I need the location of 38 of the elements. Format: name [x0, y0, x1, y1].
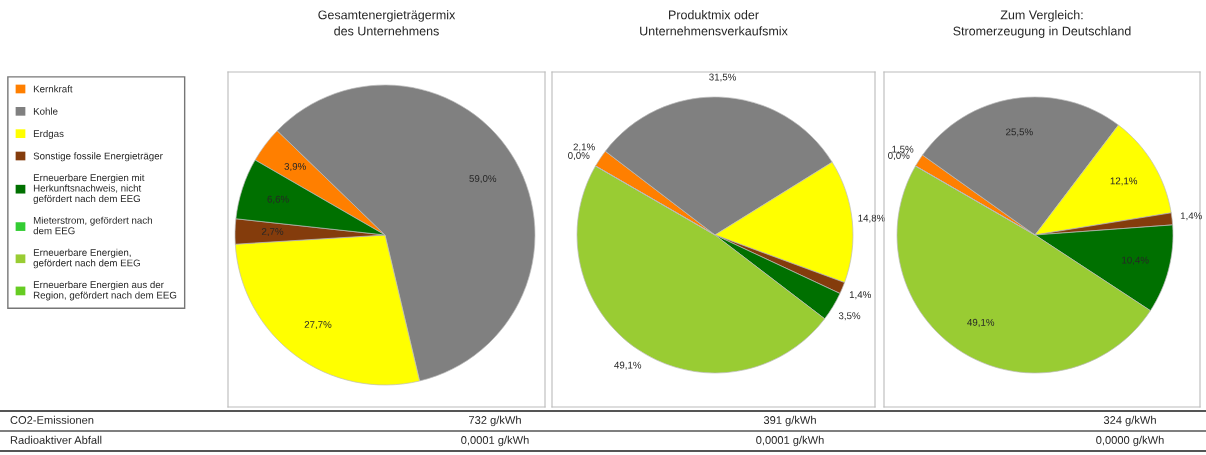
text: 324 g/kWh: [1103, 415, 1156, 427]
data-label: 1,5%: [892, 145, 914, 154]
legend-label: Kohle: [33, 107, 58, 115]
data-label: 12,1%: [1110, 177, 1138, 186]
data-label: 49,1%: [614, 361, 642, 370]
data-label: 10,4%: [1122, 256, 1149, 265]
legend-label: Kernkraft: [33, 85, 73, 93]
legend-label: Erneuerbare Energien, gefördert nach dem EEG: [33, 248, 140, 269]
text: 0,0001 g/kWh: [756, 435, 824, 447]
data-label: 27,7%: [304, 321, 332, 330]
data-label: 31,5%: [709, 73, 736, 82]
data-label: 3,9%: [284, 162, 306, 172]
chart-title: Produktmix oder Unternehmensverkaufsmix: [640, 10, 788, 36]
data-label: 1,4%: [1180, 212, 1202, 221]
text: 0,0001 g/kWh: [461, 435, 529, 447]
text: 0,0%: [568, 152, 590, 161]
data-label: 2,7%: [261, 228, 284, 237]
text: CO2-Emissionen: [10, 415, 94, 424]
text: 0,0000 g/kWh: [1096, 435, 1164, 447]
data-label: 59,0%: [469, 175, 497, 184]
text: 732 g/kWh: [469, 415, 521, 427]
chart-title: Gesamtenergieträgermix des Unternehmens: [318, 10, 456, 36]
data-label: 14,8%: [858, 214, 885, 223]
text: 0,0%: [888, 152, 910, 161]
legend-label: Erneuerbare Energien mit Herkunftsnachweis, nicht gefördert nach dem EEG: [33, 173, 145, 204]
data-label: 1,4%: [849, 291, 871, 300]
legend-label: Sonstige fossile Energieträger: [33, 152, 163, 162]
data-label: 2,1%: [573, 143, 595, 152]
chart-title: Zum Vergleich: Stromerzeugung in Deutschland: [953, 10, 1131, 38]
data-label: 6,6%: [267, 195, 289, 204]
legend-label: Erdgas: [33, 129, 64, 140]
text: 391 g/kWh: [763, 415, 816, 427]
text: Radioaktiver Abfall: [10, 435, 102, 444]
data-label: 3,5%: [838, 312, 861, 321]
legend-label: Erneuerbare Energien aus der Region, gefördert nach dem EEG: [33, 280, 177, 301]
data-label: 25,5%: [1006, 128, 1033, 137]
data-label: 49,1%: [967, 318, 995, 327]
legend-label: Mieterstrom, gefördert nach dem EEG: [33, 216, 152, 235]
